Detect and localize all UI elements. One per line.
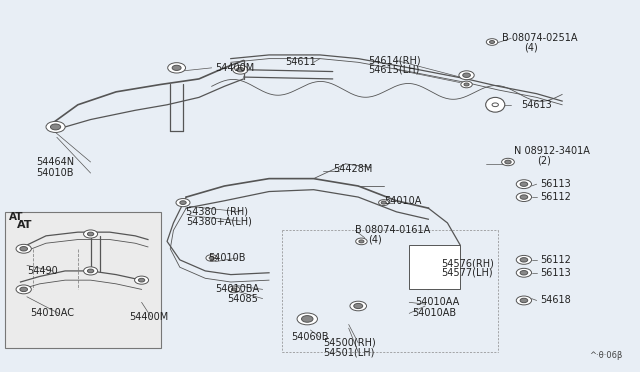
Circle shape — [206, 255, 218, 261]
Circle shape — [138, 278, 145, 282]
Circle shape — [176, 199, 190, 207]
Text: 54010AA: 54010AA — [415, 297, 460, 307]
Text: (4): (4) — [524, 42, 538, 52]
Text: 54380   (RH): 54380 (RH) — [186, 207, 248, 217]
Circle shape — [209, 257, 214, 260]
Circle shape — [461, 81, 472, 88]
Text: B 08074-0251A: B 08074-0251A — [502, 33, 577, 43]
Text: 54615(LH): 54615(LH) — [368, 65, 419, 75]
Circle shape — [463, 73, 470, 77]
Circle shape — [297, 313, 317, 325]
Circle shape — [359, 240, 364, 243]
Circle shape — [502, 158, 515, 166]
Text: 54614(RH): 54614(RH) — [368, 55, 420, 65]
Circle shape — [520, 270, 528, 275]
Circle shape — [379, 200, 389, 206]
Text: 54085: 54085 — [228, 294, 259, 304]
Circle shape — [505, 160, 511, 164]
Circle shape — [172, 65, 181, 70]
Text: 56112: 56112 — [540, 255, 571, 265]
Circle shape — [20, 287, 28, 292]
Circle shape — [88, 269, 94, 273]
Circle shape — [16, 285, 31, 294]
Circle shape — [233, 65, 248, 74]
Circle shape — [516, 296, 532, 305]
Text: 54428M: 54428M — [333, 164, 372, 174]
Text: 54490: 54490 — [27, 266, 58, 276]
Text: N 08912-3401A: N 08912-3401A — [515, 146, 590, 156]
Circle shape — [516, 268, 532, 277]
Text: (2): (2) — [537, 155, 550, 165]
Circle shape — [232, 288, 237, 291]
Circle shape — [84, 267, 98, 275]
Circle shape — [84, 230, 98, 238]
Circle shape — [356, 238, 367, 245]
Text: 54010AC: 54010AC — [30, 308, 74, 318]
Circle shape — [350, 301, 367, 311]
Text: 56112: 56112 — [540, 192, 571, 202]
Text: B 08074-0161A: B 08074-0161A — [355, 225, 430, 235]
Text: AT: AT — [9, 212, 24, 222]
Circle shape — [520, 182, 528, 186]
Circle shape — [486, 39, 498, 45]
Text: 54010B: 54010B — [209, 253, 246, 263]
Text: 54613: 54613 — [521, 100, 552, 110]
Text: 54464N: 54464N — [36, 157, 75, 167]
Circle shape — [520, 195, 528, 199]
Text: 54577(LH): 54577(LH) — [441, 268, 493, 278]
Circle shape — [354, 304, 363, 309]
Circle shape — [46, 121, 65, 132]
Circle shape — [381, 201, 387, 204]
Text: 54500(RH): 54500(RH) — [323, 338, 376, 348]
Circle shape — [134, 276, 148, 284]
Text: ^·θ·06β: ^·θ·06β — [589, 350, 623, 359]
Text: 54576(RH): 54576(RH) — [441, 259, 494, 269]
Circle shape — [20, 247, 28, 251]
Text: 54010AB: 54010AB — [412, 308, 456, 318]
Text: (4): (4) — [368, 234, 381, 244]
Circle shape — [180, 201, 186, 205]
Bar — [409, 245, 460, 289]
Circle shape — [516, 256, 532, 264]
Text: 54611: 54611 — [285, 57, 316, 67]
Circle shape — [51, 124, 61, 130]
Circle shape — [16, 244, 31, 253]
Circle shape — [168, 62, 186, 73]
Text: 54010B: 54010B — [36, 168, 74, 178]
Circle shape — [516, 180, 532, 189]
Text: 56113: 56113 — [540, 179, 571, 189]
Text: 54010A: 54010A — [384, 196, 421, 206]
Text: 54010BA: 54010BA — [215, 284, 259, 294]
Text: 54380+A(LH): 54380+A(LH) — [186, 216, 252, 226]
Circle shape — [490, 41, 495, 44]
Text: 54400M: 54400M — [215, 63, 254, 73]
Text: 54400M: 54400M — [129, 312, 168, 322]
Text: 54060B: 54060B — [291, 332, 329, 342]
Circle shape — [459, 71, 474, 80]
Circle shape — [301, 315, 313, 322]
Circle shape — [520, 258, 528, 262]
Bar — [4, 212, 161, 349]
Circle shape — [520, 298, 528, 303]
Circle shape — [464, 83, 469, 86]
Text: 54501(LH): 54501(LH) — [323, 347, 374, 357]
Circle shape — [516, 193, 532, 202]
Text: AT: AT — [17, 220, 33, 230]
Text: 56113: 56113 — [540, 268, 571, 278]
Circle shape — [492, 103, 499, 107]
Circle shape — [88, 232, 94, 236]
Text: 54618: 54618 — [540, 295, 571, 305]
Circle shape — [228, 286, 240, 293]
Ellipse shape — [486, 97, 505, 112]
Circle shape — [237, 67, 244, 72]
